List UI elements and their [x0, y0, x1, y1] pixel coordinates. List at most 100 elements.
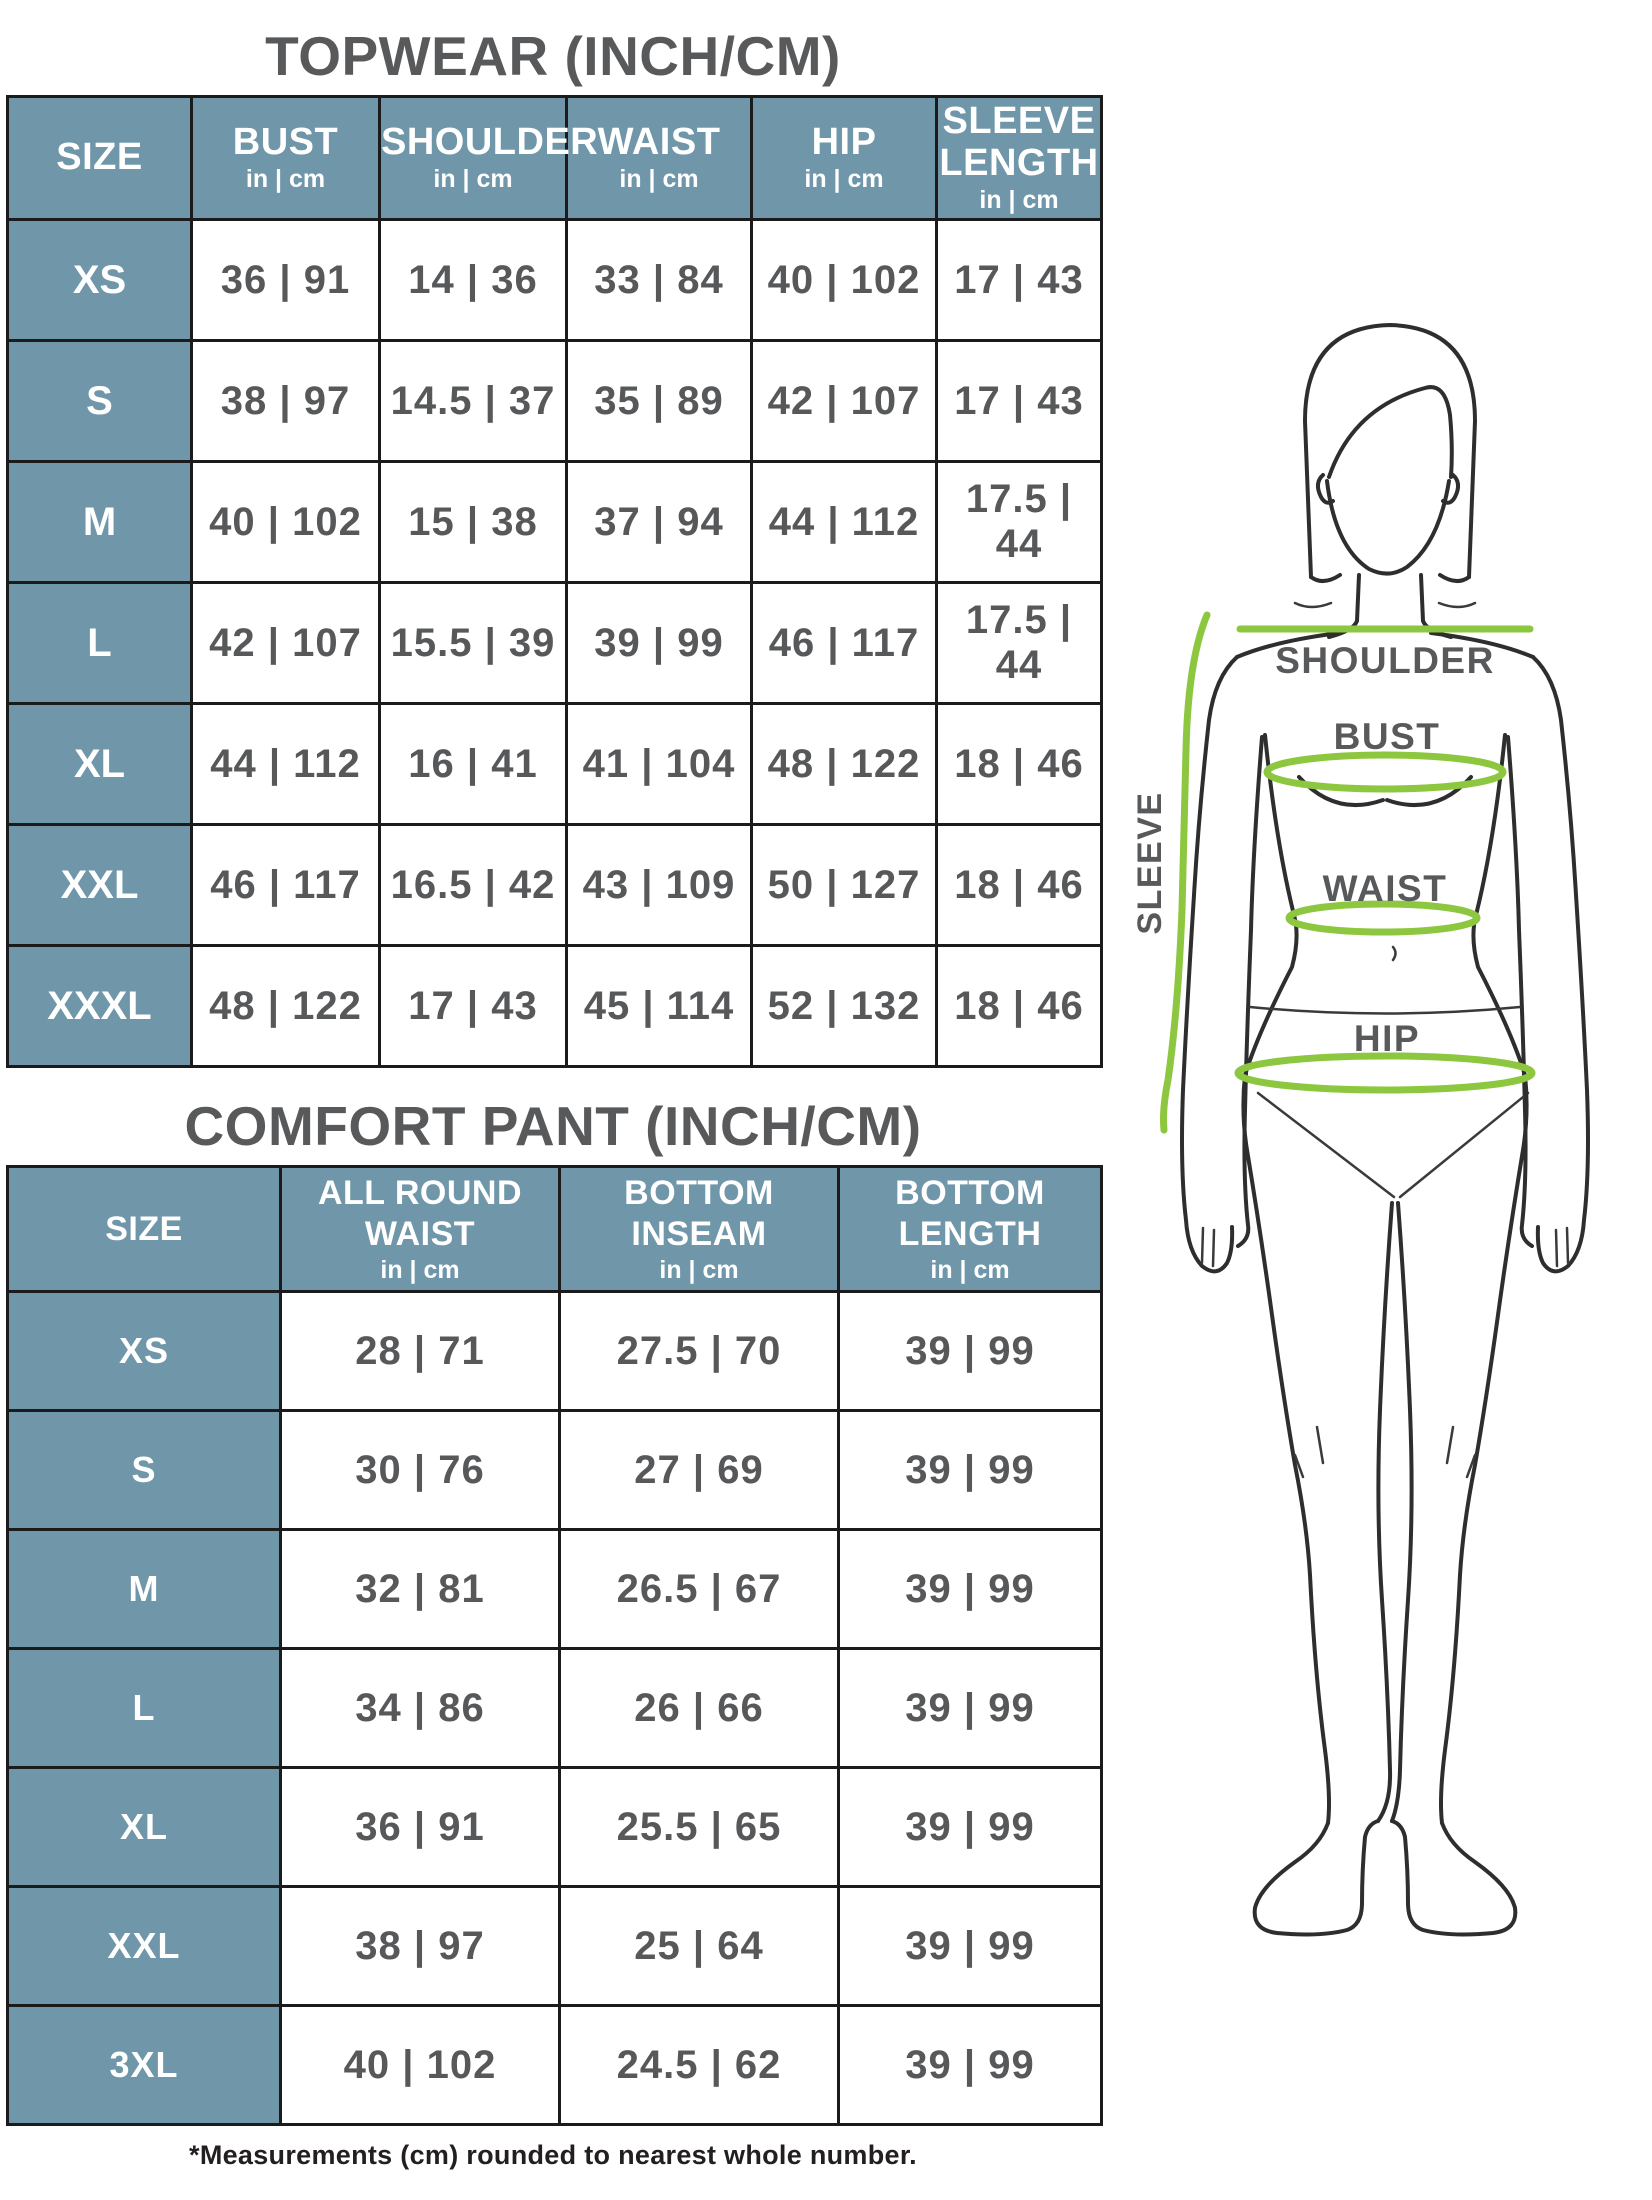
column-unit-label: in | cm [659, 1255, 739, 1284]
column-unit-label: in | cm [245, 165, 326, 194]
measurement-value: 38 | 97 [190, 339, 381, 463]
measurement-value: 17.5 | 44 [935, 460, 1103, 584]
measurement-value: 39 | 99 [837, 1766, 1103, 1888]
figure-panty-v-right [1398, 1091, 1530, 1199]
figure-hair-tip-right [1438, 573, 1471, 583]
size-row-xl: XL 36 | 91 25.5 | 65 39 | 99 [6, 1766, 1103, 1888]
size-label: XXL [6, 1885, 282, 2007]
figure-leg-right-inner [1390, 1201, 1414, 1823]
measurement-value: 41 | 104 [565, 702, 753, 826]
size-row-s: S 38 | 97 14.5 | 37 35 | 89 42 | 107 17 | 43 [6, 339, 1103, 463]
measurement-value: 17 | 43 [378, 944, 568, 1068]
measurement-value: 40 | 102 [750, 218, 938, 342]
figure-hand-right-fingers [1554, 1226, 1570, 1268]
column-unit-label: in | cm [930, 1255, 1010, 1284]
measurement-value: 42 | 107 [190, 581, 381, 705]
figure-foot-left [1252, 1819, 1380, 1937]
size-label: L [6, 1647, 282, 1769]
measurement-value: 14.5 | 37 [378, 339, 568, 463]
measurement-value: 36 | 91 [190, 218, 381, 342]
column-header-label: BUST [232, 120, 339, 163]
size-label: XL [6, 702, 193, 826]
column-header-label: BOTTOM INSEAM [624, 1174, 774, 1253]
column-unit-label: in | cm [979, 185, 1059, 214]
column-header-label: SHOULDER [381, 120, 599, 163]
figure-foot-right [1390, 1819, 1518, 1937]
header-row: SIZE ALL ROUND WAIST in | cm BOTTOM INSEAM i… [6, 1165, 1103, 1293]
figure-leg-right-outer [1439, 1073, 1529, 1825]
size-label: M [6, 1528, 282, 1650]
figure-collarbone-left [1293, 601, 1333, 609]
figure-panty-v-left [1256, 1091, 1396, 1199]
measurement-value: 26 | 66 [558, 1647, 840, 1769]
column-header-shoulder: SHOULDER in | cm [378, 95, 599, 221]
column-header-hip: HIP in | cm [750, 95, 938, 221]
figure-ear-left [1316, 473, 1335, 505]
size-label: XS [6, 1290, 282, 1412]
body-measurement-diagram: SHOULDER BUST WAIST HIP SLEEVE [1095, 225, 1652, 1955]
column-header-label: WAIST [597, 120, 721, 163]
column-header-bottom-length: BOTTOM LENGTH in | cm [837, 1165, 1103, 1293]
measurement-value: 17.5 | 44 [935, 581, 1103, 705]
column-header-label: ALL ROUND WAIST [317, 1174, 523, 1253]
size-row-3xl: 3XL 40 | 102 24.5 | 62 39 | 99 [6, 2004, 1103, 2126]
hip-measure-ellipse [1234, 1052, 1536, 1094]
size-row-xs: XS 28 | 71 27.5 | 70 39 | 99 [6, 1290, 1103, 1412]
measurement-value: 46 | 117 [750, 581, 938, 705]
measurement-value: 16 | 41 [378, 702, 568, 826]
size-row-s: S 30 | 76 27 | 69 39 | 99 [6, 1409, 1103, 1531]
measurement-value: 18 | 46 [935, 702, 1103, 826]
hip-label: HIP [1354, 1018, 1420, 1059]
measurement-value: 40 | 102 [190, 460, 381, 584]
figure-collarbone-right [1437, 601, 1477, 609]
column-header-label: SIZE [105, 1209, 183, 1248]
size-label: S [6, 1409, 282, 1531]
size-label: 3XL [6, 2004, 282, 2126]
column-header-label: BOTTOM LENGTH [895, 1174, 1045, 1253]
figure-panty-top-line [1248, 1005, 1522, 1015]
measurement-value: 15 | 38 [378, 460, 568, 584]
size-label: XXXL [6, 944, 193, 1068]
measurement-value: 15.5 | 39 [378, 581, 568, 705]
figure-torso-right [1471, 733, 1527, 1077]
measurement-value: 18 | 46 [935, 944, 1103, 1068]
figure-hand-left-fingers [1200, 1226, 1216, 1268]
measurement-value: 44 | 112 [750, 460, 938, 584]
size-label: S [6, 339, 193, 463]
measurement-value: 39 | 99 [837, 1528, 1103, 1650]
bust-label: BUST [1334, 716, 1441, 757]
measurement-value: 46 | 117 [190, 823, 381, 947]
figure-knee-creases [1293, 1425, 1477, 1479]
column-header-size: SIZE [6, 1165, 282, 1293]
measurement-value: 27.5 | 70 [558, 1290, 840, 1412]
topwear-size-table: SIZE BUST in | cm SHOULDER in | cm WAIST in | … [6, 95, 1103, 1068]
measurement-value: 25 | 64 [558, 1885, 840, 2007]
figure-face-outline [1325, 479, 1451, 576]
header-row: SIZE BUST in | cm SHOULDER in | cm WAIST in | … [6, 95, 1103, 221]
measurement-value: 34 | 86 [279, 1647, 561, 1769]
size-row-m: M 32 | 81 26.5 | 67 39 | 99 [6, 1528, 1103, 1650]
figure-arm-right-outer [1531, 655, 1590, 1274]
measurement-value: 37 | 94 [565, 460, 753, 584]
figure-hair-fringe [1327, 385, 1454, 479]
column-header-sleeve-length: SLEEVE LENGTH in | cm [935, 95, 1103, 221]
measurement-value: 25.5 | 65 [558, 1766, 840, 1888]
column-header-label: HIP [811, 120, 877, 163]
figure-navel [1391, 945, 1397, 962]
figure-torso-left [1243, 733, 1299, 1077]
topwear-title: TOPWEAR (INCH/CM) [265, 25, 841, 87]
waist-label: WAIST [1323, 868, 1448, 909]
measurement-value: 33 | 84 [565, 218, 753, 342]
measurement-value: 30 | 76 [279, 1409, 561, 1531]
measurement-value: 32 | 81 [279, 1528, 561, 1650]
comfort-pant-title: COMFORT PANT (INCH/CM) [184, 1095, 922, 1157]
bust-measure-ellipse [1263, 751, 1507, 793]
measurement-footnote: *Measurements (cm) rounded to nearest wh… [189, 2140, 917, 2170]
body-figure-svg: SHOULDER BUST WAIST HIP SLEEVE [1131, 323, 1590, 1937]
sleeve-label: SLEEVE [1131, 791, 1169, 934]
column-header-waist: WAIST in | cm [565, 95, 753, 221]
measurement-value: 14 | 36 [378, 218, 568, 342]
size-row-xxl: XXL 46 | 117 16.5 | 42 43 | 109 50 | 127 18 |… [6, 823, 1103, 947]
size-row-m: M 40 | 102 15 | 38 37 | 94 44 | 112 17.5 | 44 [6, 460, 1103, 584]
measurement-value: 39 | 99 [565, 581, 753, 705]
